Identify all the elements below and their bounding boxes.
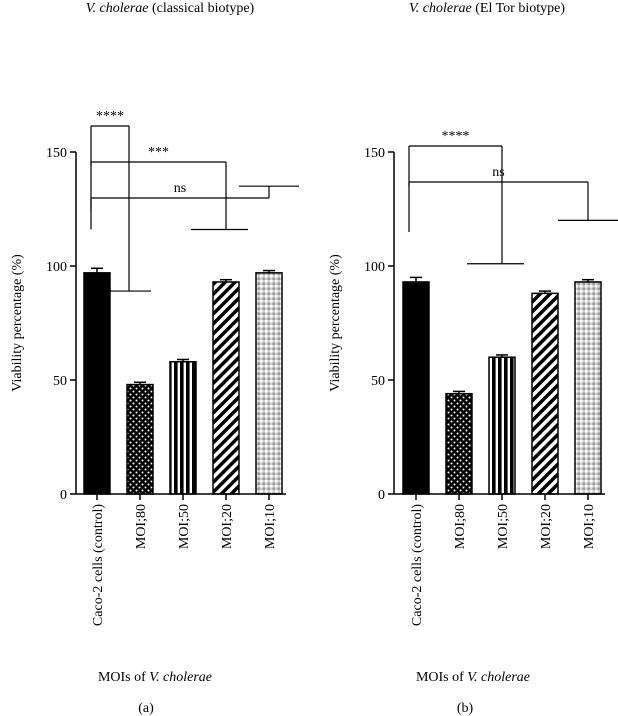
x-tick-label: MOI;20 <box>539 504 554 549</box>
significance-label: **** <box>442 129 470 144</box>
x-tick-label: MOI;80 <box>134 504 149 549</box>
chart-title: V. cholerae (classical biotype) <box>86 1 255 16</box>
panel-label: (a) <box>138 701 154 716</box>
chart-panel-a: V. cholerae (classical biotype) 0 50 100 150… <box>10 1 299 716</box>
bar <box>574 281 602 495</box>
chart-panel-b: V. cholerae (El Tor biotype) 0 50 100 150 Via… <box>328 1 618 716</box>
x-tick-label: MOI;20 <box>220 504 235 549</box>
bar <box>212 281 240 495</box>
chart-title-species: V. cholerae <box>409 1 472 16</box>
bar <box>126 383 154 495</box>
y-axis-label: Viability percentage (%) <box>328 254 343 392</box>
significance-label: ns <box>174 181 186 196</box>
x-tick-label: Caco-2 cells (control) <box>91 504 106 626</box>
x-axis-label-prefix: MOIs of <box>98 670 149 685</box>
bar <box>255 272 283 495</box>
y-tick-label: 50 <box>53 374 67 389</box>
x-tick-label: MOI;80 <box>453 504 468 549</box>
chart-title-species: V. cholerae <box>86 1 149 16</box>
x-axis-label: MOIs of V. cholerae <box>98 670 212 685</box>
panel-label: (b) <box>457 701 474 716</box>
x-axis-label-species: V. cholerae <box>149 670 212 685</box>
significance-label: **** <box>96 109 124 124</box>
chart-title-biotype: (El Tor biotype) <box>472 1 566 16</box>
y-tick-label: 150 <box>46 146 67 161</box>
bar <box>169 361 197 495</box>
y-axis-label: Viability percentage (%) <box>10 254 25 392</box>
x-axis-label-prefix: MOIs of <box>416 670 467 685</box>
x-tick-label: MOI;10 <box>582 504 597 549</box>
y-tick-label: 150 <box>364 146 385 161</box>
x-tick-label: MOI;50 <box>496 504 511 549</box>
bar <box>531 292 559 495</box>
x-tick-label: Caco-2 cells (control) <box>410 504 425 626</box>
y-tick-label: 50 <box>371 374 385 389</box>
bar <box>83 272 111 495</box>
y-tick-label: 100 <box>364 260 385 275</box>
bar <box>488 356 516 495</box>
x-axis-label: MOIs of V. cholerae <box>416 670 530 685</box>
x-axis-label-species: V. cholerae <box>467 670 530 685</box>
x-tick-label: MOI;50 <box>177 504 192 549</box>
significance-label: ns <box>492 165 504 180</box>
chart-title: V. cholerae (El Tor biotype) <box>409 1 565 16</box>
y-tick-label: 100 <box>46 260 67 275</box>
chart-title-biotype: (classical biotype) <box>148 1 254 16</box>
y-tick-label: 0 <box>60 488 67 503</box>
x-tick-label: MOI;10 <box>263 504 278 549</box>
bar <box>402 281 430 495</box>
bar <box>445 392 473 495</box>
significance-label: *** <box>148 145 169 160</box>
y-tick-label: 0 <box>378 488 385 503</box>
panels: V. cholerae (classical biotype) 0 50 100 150… <box>10 1 618 716</box>
